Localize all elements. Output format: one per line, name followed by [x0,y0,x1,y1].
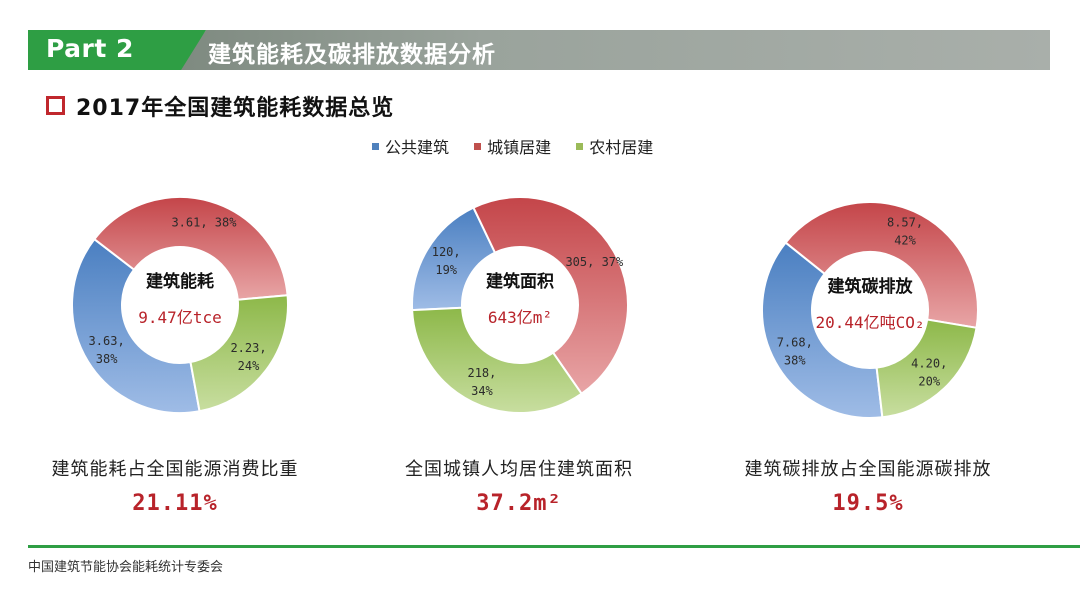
donut-segment-urban [472,196,629,396]
data-label-rural: 4.20, 20% [911,356,947,388]
data-label-rural: 218, 34% [467,366,496,398]
donut-chart-2: 120, 19% 305, 37% 218, 34% 建筑面积 643亿m² [411,196,629,414]
data-label-urban: 305, 37% [565,255,624,269]
metric-label: 建筑碳排放占全国能源碳排放 [744,459,992,480]
legend-item-public: 公共建筑 [372,134,449,158]
data-label-urban: 3.61, 38% [171,215,237,229]
part-label: Part 2 [46,34,134,63]
donut-segment-urban [92,196,289,301]
center-value: 9.47亿tce [138,308,221,327]
center-title: 建筑能耗 [146,271,214,292]
data-label-urban: 8.57, 42% [887,215,923,247]
page-subtitle: 2017年全国建筑能耗数据总览 [76,96,395,121]
legend-swatch-urban [474,143,482,150]
data-label-public: 3.63, 38% [89,334,125,366]
center-value: 643亿m² [488,308,552,327]
center-title: 建筑碳排放 [828,276,914,297]
metric-value: 19.5% [832,491,904,516]
data-label-public: 120, 19% [432,245,461,277]
center-value: 20.44亿吨CO₂ [815,313,924,332]
legend-swatch-public [372,143,379,150]
donut-segment-rural [189,294,289,413]
title-band [178,30,1050,70]
donut-segment-rural [411,306,583,414]
legend-item-urban: 城镇居建 [474,134,551,158]
metric-label: 建筑能耗占全国能源消费比重 [51,459,299,480]
donut-segment-public [761,241,884,419]
metric-label: 全国城镇人均居住建筑面积 [405,459,633,480]
footer-source: 中国建筑节能协会能耗统计专委会 [28,560,224,575]
donut-chart-3: 7.68, 38% 8.57, 42% 4.20, 20% 建筑碳排放 20.44亿吨CO₂ [761,201,979,419]
legend-label-public: 公共建筑 [385,138,450,157]
donut-segment-rural [875,318,978,419]
metric-value: 37.2m² [476,491,562,516]
metric-area-per-capita: 全国城镇人均居住建筑面积 37.2m² [369,455,669,516]
part-tab [28,30,206,70]
donut-segment-public [71,237,201,414]
data-label-public: 7.68, 38% [777,336,813,368]
header-band: Part 2 建筑能耗及碳排放数据分析 [28,30,1050,70]
donut-segment-urban [784,201,979,329]
legend-label-urban: 城镇居建 [487,138,552,157]
metric-value: 21.11% [132,491,218,516]
center-title: 建筑面积 [486,271,554,292]
square-bullet-icon [46,96,65,115]
donut-chart-1: 3.63, 38% 3.61, 38% 2.23, 24% 建筑能耗 9.47亿tce [71,196,289,414]
legend-label-rural: 农村居建 [589,138,654,157]
section-title: 建筑能耗及碳排放数据分析 [208,42,496,68]
footer-divider [28,545,1080,548]
legend-item-rural: 农村居建 [576,134,653,158]
metric-energy-share: 建筑能耗占全国能源消费比重 21.11% [25,455,325,516]
chart-legend: 公共建筑 城镇居建 农村居建 [372,134,673,158]
data-label-rural: 2.23, 24% [230,341,266,373]
metric-carbon-share: 建筑碳排放占全国能源碳排放 19.5% [718,455,1018,516]
legend-swatch-rural [576,143,584,150]
